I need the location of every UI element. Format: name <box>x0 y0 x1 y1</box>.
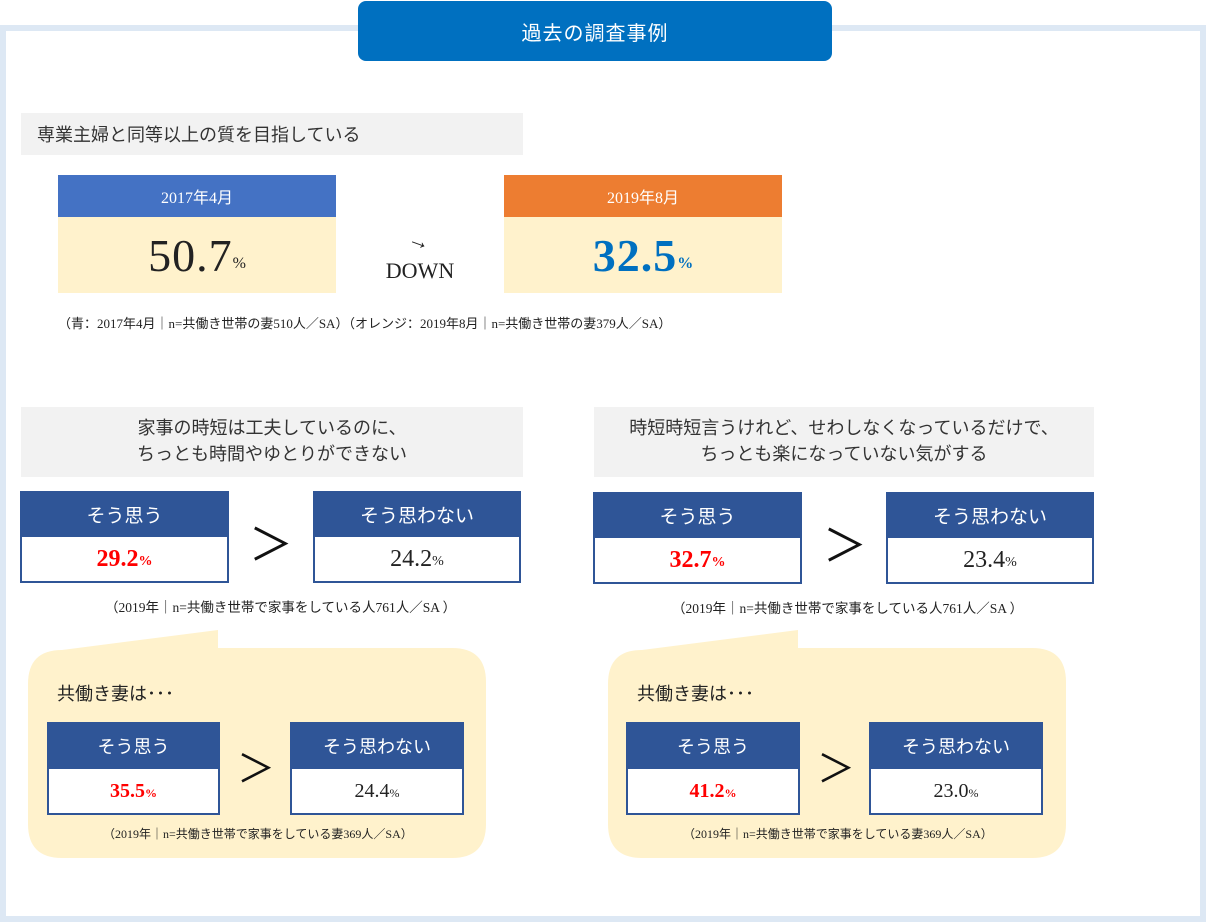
before-box: 2017年4月 50.7% <box>58 175 336 293</box>
right-sub-agree-value-cell: 41.2% <box>628 769 798 813</box>
right-sub-note: （2019年｜n=共働き世帯で家事をしている妻369人／SA） <box>683 827 993 841</box>
right-sub-disagree-box: そう思わない 23.0% <box>869 722 1043 815</box>
right-sub-agree-label: そう思う <box>626 722 800 769</box>
greater-than-icon: ＞ <box>823 521 867 572</box>
before-value: 50.7 <box>148 229 233 281</box>
page-title: 過去の調査事例 <box>358 1 832 61</box>
before-unit: % <box>232 255 246 272</box>
left-agree-value: 29.2 <box>96 545 139 572</box>
right-agree-value: 32.7 <box>669 546 712 573</box>
after-box: 2019年8月 32.5% <box>504 175 782 293</box>
left-agree-unit: % <box>138 554 153 569</box>
change-indicator: → DOWN <box>360 225 480 284</box>
left-sub-label: 共働き妻は･･･ <box>57 684 174 705</box>
right-disagree-unit: % <box>1005 555 1017 570</box>
left-disagree-box: そう思わない 24.2% <box>313 491 521 583</box>
after-value-cell: 32.5% <box>504 217 782 293</box>
left-sub-agree-unit: % <box>145 785 157 800</box>
question-right-line1: 時短時短言うけれど、せわしなくなっているだけで、 <box>629 418 1059 439</box>
after-value: 32.5 <box>592 229 678 281</box>
question-quality: 専業主婦と同等以上の質を目指している <box>21 113 523 155</box>
question-left-line2: ちっとも時間やゆとりができない <box>137 444 407 465</box>
left-sub-disagree-unit: % <box>389 785 400 800</box>
left-disagree-unit: % <box>432 554 444 569</box>
right-sub-agree-value: 41.2 <box>689 779 725 802</box>
after-date-label: 2019年8月 <box>504 175 782 217</box>
right-agree-value-cell: 32.7% <box>595 538 800 582</box>
right-sub-agree-box: そう思う 41.2% <box>626 722 800 815</box>
question-right: 時短時短言うけれど、せわしなくなっているだけで、 ちっとも楽になっていない気がす… <box>594 407 1094 477</box>
change-label: DOWN <box>385 258 455 283</box>
left-sub-agree-value: 35.5 <box>110 779 145 802</box>
greater-than-icon: ＞ <box>249 520 293 571</box>
question-right-line2: ちっとも楽になっていない気がする <box>700 444 988 465</box>
right-sub-disagree-value: 23.0 <box>933 779 969 802</box>
left-sub-disagree-value-cell: 24.4% <box>292 769 462 813</box>
sub-greater-than-icon: ＞ <box>236 747 275 791</box>
right-note: （2019年｜n=共働き世帯で家事をしている人761人／SA ） <box>672 601 1024 616</box>
left-agree-label: そう思う <box>20 491 229 537</box>
left-sub-agree-value-cell: 35.5% <box>49 769 218 813</box>
right-disagree-box: そう思わない 23.4% <box>886 492 1094 584</box>
left-sub-agree-box: そう思う 35.5% <box>47 722 220 815</box>
right-disagree-label: そう思わない <box>886 492 1094 538</box>
question-left: 家事の時短は工夫しているのに、 ちっとも時間やゆとりができない <box>21 407 523 477</box>
right-sub-disagree-label: そう思わない <box>869 722 1043 769</box>
section1-note: （青：2017年4月｜n=共働き世帯の妻510人／SA）（オレンジ：2019年8… <box>58 316 672 331</box>
right-disagree-value: 23.4 <box>963 546 1006 573</box>
left-agree-value-cell: 29.2% <box>22 537 227 581</box>
left-sub-disagree-label: そう思わない <box>290 722 464 769</box>
right-agree-unit: % <box>711 555 726 570</box>
question-left-line1: 家事の時短は工夫しているのに、 <box>137 418 407 439</box>
before-value-cell: 50.7% <box>58 217 336 293</box>
right-disagree-value-cell: 23.4% <box>888 538 1092 582</box>
right-sub-agree-unit: % <box>724 785 737 800</box>
left-agree-box: そう思う 29.2% <box>20 491 229 583</box>
left-disagree-label: そう思わない <box>313 491 521 537</box>
left-sub-disagree-box: そう思わない 24.4% <box>290 722 464 815</box>
left-sub-note: （2019年｜n=共働き世帯で家事をしている妻369人／SA） <box>103 827 413 841</box>
right-agree-box: そう思う 32.7% <box>593 492 802 584</box>
left-sub-disagree-value: 24.4 <box>354 779 390 802</box>
left-disagree-value: 24.2 <box>390 545 433 572</box>
right-sub-disagree-unit: % <box>968 785 979 800</box>
right-sub-label: 共働き妻は･･･ <box>637 684 754 705</box>
left-sub-agree-label: そう思う <box>47 722 220 769</box>
sub-greater-than-icon: ＞ <box>816 747 855 791</box>
right-agree-label: そう思う <box>593 492 802 538</box>
right-sub-disagree-value-cell: 23.0% <box>871 769 1041 813</box>
before-date-label: 2017年4月 <box>58 175 336 217</box>
after-unit: % <box>677 255 694 272</box>
left-note: （2019年｜n=共働き世帯で家事をしている人761人／SA ） <box>105 600 457 615</box>
left-disagree-value-cell: 24.2% <box>315 537 519 581</box>
